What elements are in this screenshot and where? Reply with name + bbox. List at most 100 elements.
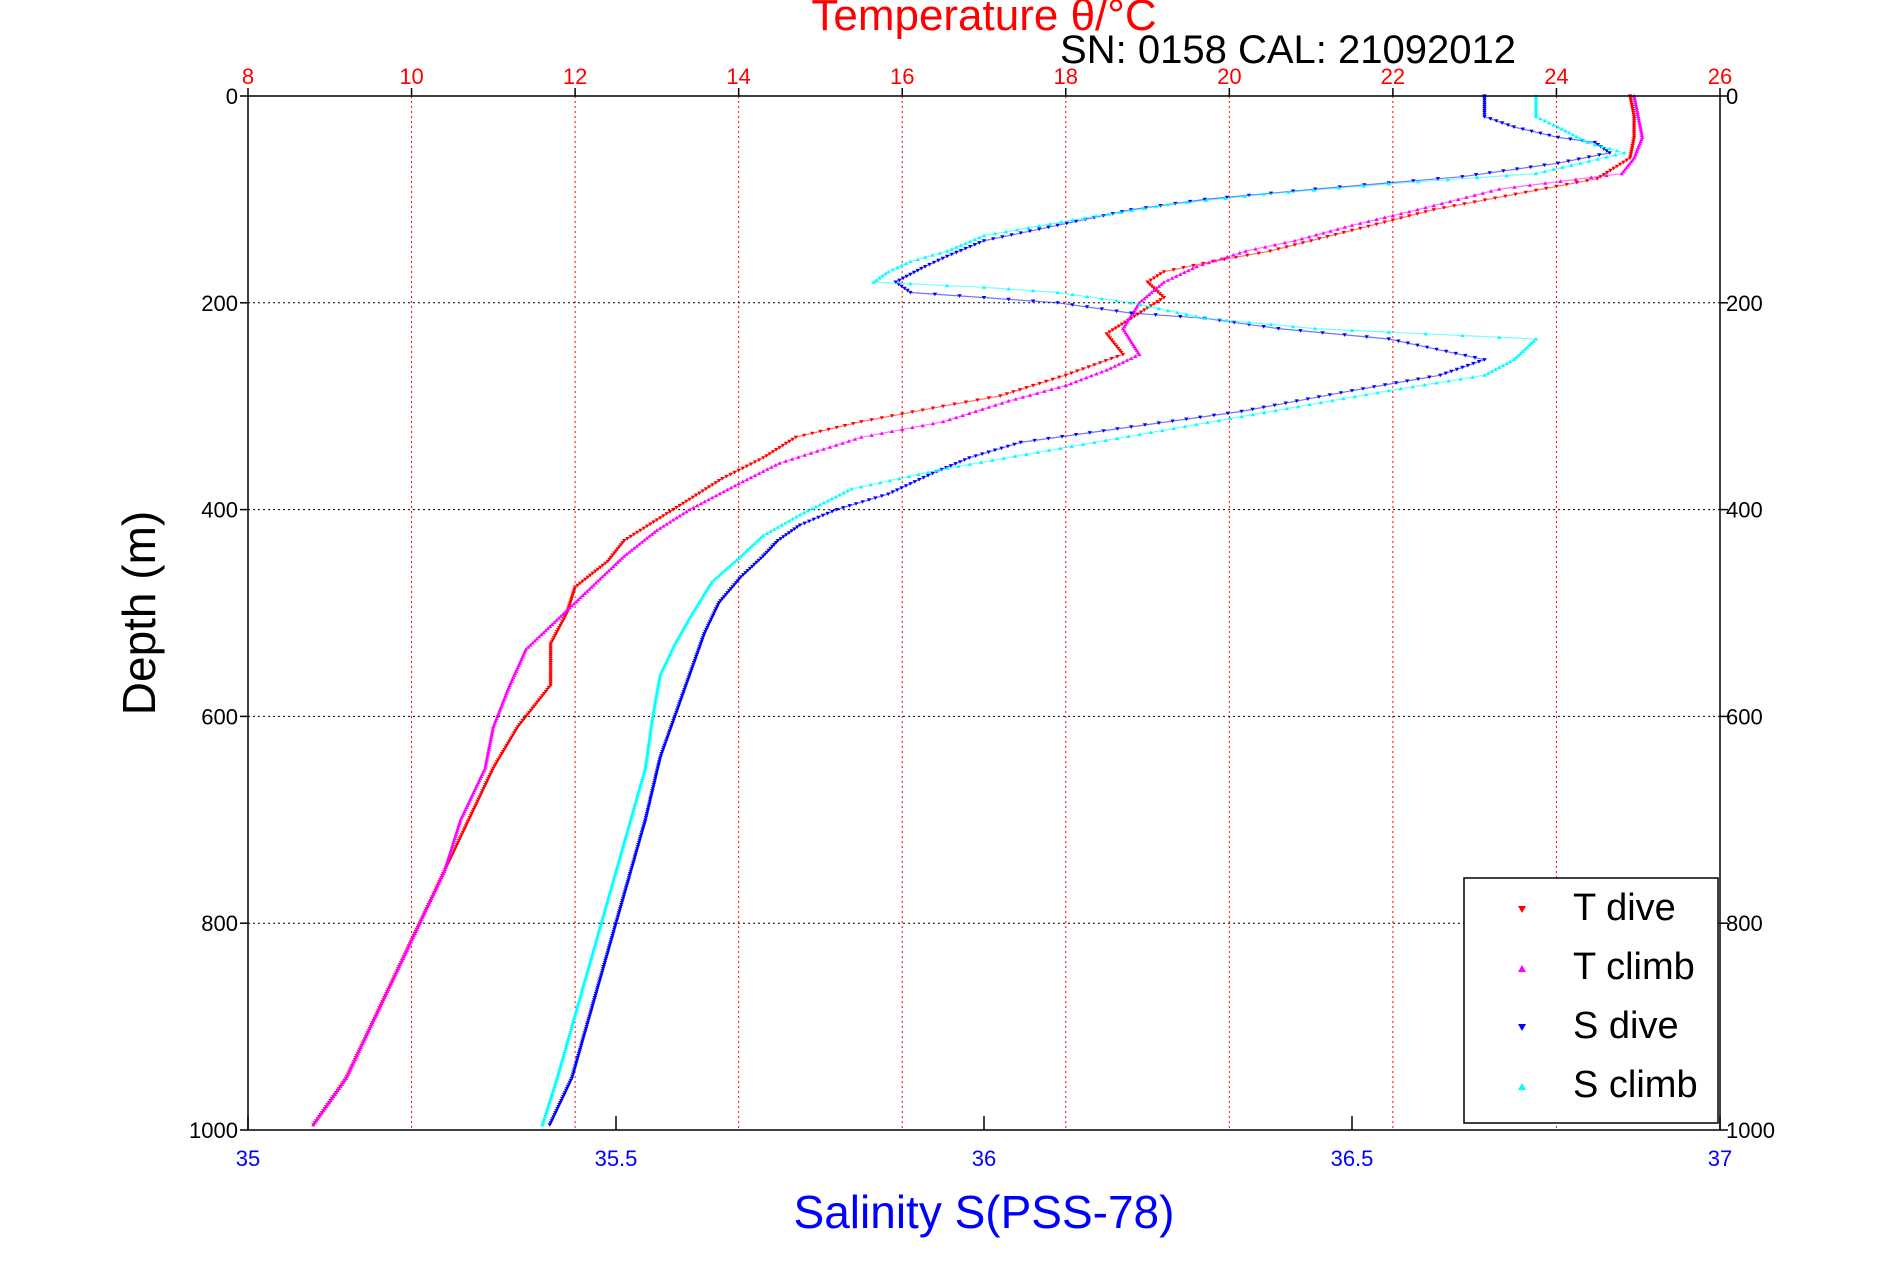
data-point (743, 550, 748, 554)
data-point (893, 280, 898, 285)
data-point (1075, 369, 1080, 373)
data-point (1194, 264, 1199, 269)
data-point (645, 749, 650, 754)
data-point (585, 968, 590, 973)
data-point (454, 830, 459, 834)
data-point (1474, 175, 1480, 180)
data-point (1116, 324, 1122, 329)
data-point (625, 828, 630, 832)
data-point (1003, 229, 1009, 234)
data-point (649, 722, 654, 727)
data-point (972, 237, 977, 242)
data-point (693, 493, 699, 498)
data-point (612, 925, 617, 930)
data-point (649, 791, 654, 795)
data-point (661, 745, 666, 750)
data-point (1211, 413, 1217, 418)
data-point (575, 1003, 580, 1008)
data-point (1508, 359, 1513, 364)
data-point (697, 646, 702, 651)
data-point (1156, 421, 1161, 425)
data-point (548, 667, 553, 671)
data-point (542, 1116, 547, 1121)
data-point (572, 1014, 577, 1018)
data-point (622, 890, 627, 895)
data-point (646, 741, 652, 745)
data-point (1503, 194, 1508, 199)
data-point (973, 454, 978, 458)
data-point (756, 537, 761, 542)
data-point (654, 691, 659, 696)
data-point (477, 795, 482, 800)
data-point (1358, 221, 1363, 225)
data-point (1151, 276, 1157, 280)
temperature-tick-label: 16 (890, 64, 914, 89)
data-point (802, 453, 807, 457)
data-point (1341, 396, 1346, 401)
data-point (708, 619, 713, 624)
data-point (657, 758, 662, 762)
data-point (1439, 201, 1445, 206)
data-point (590, 1002, 596, 1006)
data-point (585, 575, 590, 580)
data-point (874, 278, 879, 282)
data-point (556, 1105, 561, 1109)
data-point (626, 878, 631, 882)
data-point (654, 772, 659, 777)
data-point (1543, 181, 1548, 185)
data-point (633, 801, 638, 805)
data-point (592, 998, 597, 1002)
data-point (600, 574, 605, 579)
data-point (1070, 218, 1075, 222)
data-point (599, 921, 604, 925)
data-point (1184, 312, 1189, 316)
data-point (1494, 119, 1499, 123)
data-point (589, 956, 594, 960)
data-point (849, 486, 854, 491)
data-point (1472, 356, 1478, 360)
data-point (973, 409, 978, 413)
data-point (879, 431, 884, 435)
data-point (1589, 175, 1594, 179)
data-point (820, 513, 826, 518)
data-point (879, 416, 884, 420)
data-point (883, 271, 888, 276)
depth-tick-label: 200 (201, 291, 238, 316)
data-point (1358, 226, 1363, 231)
data-point (1307, 402, 1312, 407)
data-point (698, 501, 704, 506)
data-point (548, 652, 553, 657)
x-axis-label: Salinity S(PSS-78) (794, 1186, 1175, 1238)
data-point (762, 552, 768, 557)
data-point (605, 898, 610, 903)
data-point (1489, 369, 1494, 373)
data-point (697, 644, 703, 649)
data-point (699, 640, 704, 644)
data-point (671, 716, 677, 721)
data-point (949, 252, 954, 257)
data-point (518, 721, 524, 725)
data-point (579, 991, 584, 996)
data-point (590, 950, 596, 954)
data-point (1639, 133, 1645, 137)
data-point (676, 704, 681, 709)
data-point (714, 576, 719, 580)
data-point (605, 952, 610, 957)
data-point (647, 799, 653, 804)
data-point (1261, 405, 1266, 410)
data-point (962, 458, 967, 462)
data-point (738, 554, 744, 558)
data-point (1631, 135, 1637, 140)
data-point (821, 447, 826, 451)
data-point (1155, 300, 1160, 304)
data-point (541, 692, 547, 696)
data-point (644, 536, 649, 540)
data-point (671, 718, 676, 723)
data-point (916, 472, 921, 476)
data-point (1268, 322, 1274, 327)
data-point (797, 523, 803, 528)
data-point (1165, 278, 1171, 282)
data-point (638, 782, 643, 787)
data-point (618, 853, 623, 857)
data-point (568, 1028, 573, 1033)
